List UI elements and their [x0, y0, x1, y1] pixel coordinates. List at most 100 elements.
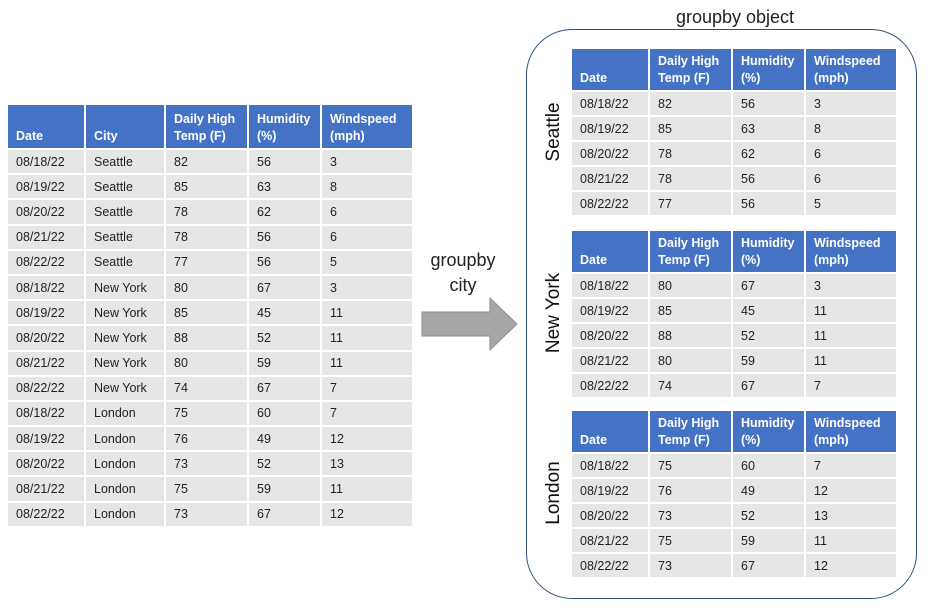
cell-windspeed: 11 [806, 529, 896, 552]
source-table: Date City Daily High Temp (F) Humidity (… [6, 103, 414, 528]
column-header-humidity: Humidity (%) [733, 231, 804, 272]
column-header-windspeed: Windspeed (mph) [806, 49, 896, 90]
table-row: 08/22/22 73 67 12 [572, 554, 896, 577]
cell-humidity: 67 [733, 554, 804, 577]
cell-humidity: 45 [249, 301, 320, 325]
cell-date: 08/19/22 [8, 427, 84, 451]
cell-windspeed: 11 [806, 324, 896, 347]
cell-windspeed: 13 [806, 504, 896, 527]
cell-humidity: 56 [733, 192, 804, 215]
table-row: 08/19/22 London 76 49 12 [8, 427, 412, 451]
table-row: 08/19/22 85 45 11 [572, 299, 896, 322]
table-row: 08/21/22 New York 80 59 11 [8, 351, 412, 375]
cell-temp: 74 [166, 376, 247, 400]
groupby-object-title: groupby object [675, 7, 795, 27]
cell-city: Seattle [86, 225, 164, 249]
cell-city: London [86, 477, 164, 501]
table-row: 08/19/22 76 49 12 [572, 479, 896, 502]
cell-windspeed: 11 [322, 326, 412, 350]
table-row: 08/18/22 Seattle 82 56 3 [8, 150, 412, 174]
cell-humidity: 59 [249, 351, 320, 375]
table-row: 08/20/22 New York 88 52 11 [8, 326, 412, 350]
cell-date: 08/19/22 [572, 299, 648, 322]
cell-humidity: 62 [249, 200, 320, 224]
cell-date: 08/22/22 [572, 554, 648, 577]
groupby-object-frame [526, 29, 917, 599]
table-row: 08/19/22 85 63 8 [572, 117, 896, 140]
cell-windspeed: 11 [322, 301, 412, 325]
cell-windspeed: 11 [806, 299, 896, 322]
cell-city: New York [86, 326, 164, 350]
table-row: 08/20/22 88 52 11 [572, 324, 896, 347]
right-arrow-icon [421, 296, 518, 352]
cell-date: 08/20/22 [8, 200, 84, 224]
cell-windspeed: 6 [806, 167, 896, 190]
cell-temp: 80 [650, 349, 731, 372]
column-header-windspeed: Windspeed (mph) [806, 231, 896, 272]
cell-windspeed: 13 [322, 452, 412, 476]
cell-windspeed: 12 [806, 479, 896, 502]
cell-temp: 74 [650, 374, 731, 397]
cell-windspeed: 6 [322, 225, 412, 249]
table-row: 08/21/22 75 59 11 [572, 529, 896, 552]
cell-temp: 77 [650, 192, 731, 215]
cell-city: New York [86, 351, 164, 375]
cell-humidity: 56 [249, 150, 320, 174]
cell-city: New York [86, 376, 164, 400]
column-header-temp: Daily High Temp (F) [650, 411, 731, 452]
cell-city: New York [86, 301, 164, 325]
table-row: 08/21/22 Seattle 78 56 6 [8, 225, 412, 249]
cell-windspeed: 3 [322, 150, 412, 174]
cell-windspeed: 8 [322, 175, 412, 199]
cell-temp: 85 [166, 301, 247, 325]
cell-windspeed: 12 [322, 427, 412, 451]
cell-date: 08/21/22 [8, 351, 84, 375]
cell-temp: 75 [166, 401, 247, 426]
column-header-temp: Daily High Temp (F) [650, 231, 731, 272]
header-row: Date Daily High Temp (F) Humidity (%) Wi… [572, 411, 896, 452]
table-row: 08/20/22 73 52 13 [572, 504, 896, 527]
column-header-humidity: Humidity (%) [249, 105, 320, 148]
cell-city: Seattle [86, 150, 164, 174]
cell-temp: 82 [166, 150, 247, 174]
column-header-windspeed: Windspeed (mph) [806, 411, 896, 452]
column-header-windspeed: Windspeed (mph) [322, 105, 412, 148]
cell-date: 08/19/22 [572, 479, 648, 502]
cell-windspeed: 11 [322, 477, 412, 501]
cell-city: London [86, 452, 164, 476]
cell-date: 08/20/22 [572, 142, 648, 165]
cell-date: 08/21/22 [572, 167, 648, 190]
header-row: Date Daily High Temp (F) Humidity (%) Wi… [572, 49, 896, 90]
cell-windspeed: 3 [806, 274, 896, 297]
cell-temp: 73 [166, 502, 247, 526]
cell-date: 08/22/22 [8, 502, 84, 526]
cell-humidity: 59 [249, 477, 320, 501]
cell-city: Seattle [86, 250, 164, 274]
cell-windspeed: 12 [322, 502, 412, 526]
cell-city: London [86, 401, 164, 426]
column-header-date: Date [572, 231, 648, 272]
cell-date: 08/18/22 [572, 454, 648, 477]
cell-humidity: 56 [733, 167, 804, 190]
cell-temp: 78 [166, 225, 247, 249]
cell-temp: 80 [650, 274, 731, 297]
cell-date: 08/18/22 [8, 275, 84, 300]
group-table-new-york: Date Daily High Temp (F) Humidity (%) Wi… [570, 229, 898, 399]
group-label-london: London [543, 461, 564, 525]
cell-city: Seattle [86, 175, 164, 199]
cell-date: 08/22/22 [572, 192, 648, 215]
cell-date: 08/20/22 [8, 452, 84, 476]
cell-humidity: 59 [733, 349, 804, 372]
cell-city: London [86, 427, 164, 451]
table-row: 08/18/22 82 56 3 [572, 92, 896, 115]
column-header-date: Date [572, 49, 648, 90]
cell-temp: 77 [166, 250, 247, 274]
cell-windspeed: 6 [322, 200, 412, 224]
cell-temp: 75 [650, 454, 731, 477]
group-table-london: Date Daily High Temp (F) Humidity (%) Wi… [570, 409, 898, 579]
cell-humidity: 62 [733, 142, 804, 165]
cell-city: Seattle [86, 200, 164, 224]
table-row: 08/19/22 New York 85 45 11 [8, 301, 412, 325]
cell-temp: 76 [650, 479, 731, 502]
header-row: Date Daily High Temp (F) Humidity (%) Wi… [572, 231, 896, 272]
